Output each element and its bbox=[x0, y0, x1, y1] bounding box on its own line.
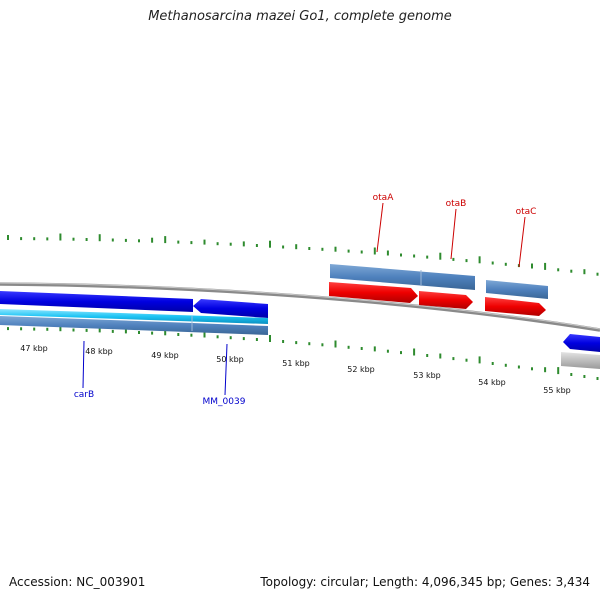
label-leader-otaB bbox=[450, 208, 457, 260]
genome-backbone-highlight bbox=[0, 282, 600, 330]
gene-label-otaB[interactable]: otaB bbox=[446, 199, 467, 209]
ruler-tick-label: 54 kbp bbox=[478, 378, 506, 387]
gene-otaC[interactable] bbox=[485, 297, 546, 316]
gene-label-otaA[interactable]: otaA bbox=[373, 193, 395, 203]
ruler-tick-label: 48 kbp bbox=[85, 347, 113, 356]
gene-track-band bbox=[0, 316, 268, 335]
gene-otaB[interactable] bbox=[419, 291, 473, 309]
gene-label-carB[interactable]: carB bbox=[74, 390, 94, 400]
gene-label-otaC[interactable]: otaC bbox=[516, 207, 537, 217]
ruler-tick-label: 51 kbp bbox=[282, 359, 310, 368]
ruler-tick-label: 49 kbp bbox=[151, 351, 179, 360]
ruler-tick-label: 53 kbp bbox=[413, 371, 441, 380]
forward-cds-arrow[interactable] bbox=[485, 297, 546, 316]
gene-track-otaAB bbox=[330, 264, 475, 290]
gc-content-track-outer bbox=[7, 233, 599, 276]
gene-track-otaC bbox=[486, 280, 548, 299]
label-leader-MM_0039 bbox=[224, 343, 228, 396]
forward-cds-arrow[interactable] bbox=[329, 282, 418, 303]
genome-summary: Topology: circular; Length: 4,096,345 bp… bbox=[260, 575, 590, 589]
map-title: Methanosarcina mazei Go1, complete genom… bbox=[148, 9, 452, 24]
label-leader-otaC bbox=[518, 216, 526, 268]
ruler-tick-label: 52 kbp bbox=[347, 365, 375, 374]
ruler-tick-labels: 47 kbp 48 kbp 49 kbp 50 kbp 51 kbp 52 kb… bbox=[20, 344, 571, 395]
gene-otaA[interactable] bbox=[329, 282, 418, 303]
genome-backbone bbox=[0, 282, 600, 332]
label-leader-carB bbox=[82, 340, 85, 389]
gene-label-MM_0039[interactable]: MM_0039 bbox=[203, 397, 246, 407]
reverse-cds-arrow-partial[interactable] bbox=[563, 334, 600, 352]
gc-content-track-inner bbox=[7, 324, 599, 380]
label-leader-otaA bbox=[376, 202, 384, 253]
gene-MM_0039[interactable] bbox=[193, 299, 268, 318]
forward-cds-arrow[interactable] bbox=[419, 291, 473, 309]
ruler-tick-label: 55 kbp bbox=[543, 386, 571, 395]
accession-label: Accession: NC_003901 bbox=[9, 575, 146, 589]
misc-feature-partial bbox=[561, 352, 600, 369]
reverse-cds-arrow[interactable] bbox=[0, 291, 193, 312]
ruler-tick-label: 50 kbp bbox=[216, 355, 244, 364]
rna-track-band bbox=[0, 309, 268, 324]
reverse-cds-arrow[interactable] bbox=[193, 299, 268, 318]
ruler-tick-label: 47 kbp bbox=[20, 344, 48, 353]
gene-carB[interactable] bbox=[0, 291, 193, 312]
